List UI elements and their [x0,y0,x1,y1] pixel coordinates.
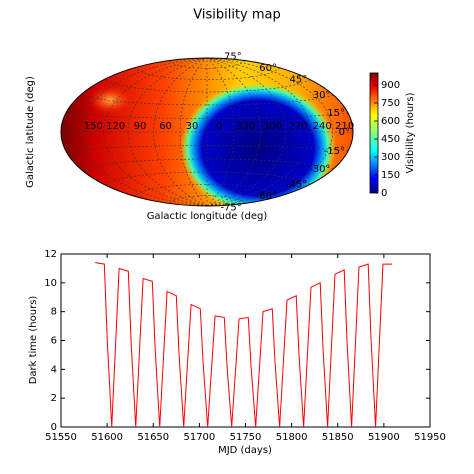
y-tick-label: 4 [51,364,57,375]
y-tick-label: 12 [44,249,57,260]
latitude-label: 30° [313,90,331,101]
map-border [60,57,354,207]
colorbar-tick-label: 0 [381,188,387,199]
parallel [68,112,349,119]
graticule [63,57,353,207]
latitude-label: -30° [309,164,330,175]
latitude-label: 60° [259,63,277,74]
map-y-label: Galactic latitude (deg) [25,76,36,188]
parallel [68,145,349,152]
colorbar-tick-label: 450 [381,134,400,145]
x-tick-label: 51700 [183,432,215,443]
x-tick-label: 51850 [322,432,354,443]
meridian [206,57,287,207]
meridian [206,57,311,207]
latitude-label: -15° [324,146,345,157]
longitude-label: 60 [159,121,172,132]
longitude-label: 90 [134,121,147,132]
colorbar-label: Visibility (hours) [405,92,416,173]
map-x-label: Galactic longitude (deg) [147,211,268,222]
x-tick-label: 51750 [230,432,262,443]
latitude-label: 75° [224,52,242,63]
longitude-label: 270 [288,121,307,132]
colorbar-tick-label: 900 [381,80,400,91]
line-series [95,262,393,428]
meridian [80,57,208,207]
y-tick-label: 2 [51,393,57,404]
longitude-label: 240 [313,121,332,132]
y-axis-label: Dark time (hours) [28,296,39,385]
longitude-label: 120 [106,121,125,132]
x-tick-label: 51800 [276,432,308,443]
x-axis-label: MJD (days) [218,445,272,456]
colorbar-tick-label: 300 [381,152,400,163]
map-title: Visibility map [193,8,281,23]
colorbar-tick-label: 600 [381,116,400,127]
longitude-label: 30 [186,121,199,132]
latitude-label: 0° [339,127,350,138]
longitude-label: 0 [216,121,222,132]
y-tick-label: 0 [51,422,57,433]
latitude-label: -75° [220,202,241,213]
meridian [206,57,235,207]
longitude-label: 300 [263,121,282,132]
parallel [169,195,246,204]
latitude-label: 45° [290,75,308,86]
longitude-label: 210 [335,121,354,132]
parallel [82,94,334,106]
x-tick-label: 51550 [45,432,77,443]
colorbar-tick-label: 150 [381,170,400,181]
longitude-label: 330 [236,121,255,132]
x-tick-label: 51650 [137,432,169,443]
parallel [82,158,334,170]
x-tick-label: 51600 [91,432,123,443]
colorbar-tick-label: 750 [381,98,400,109]
x-tick-label: 51950 [414,432,446,443]
parallel [134,67,281,80]
y-tick-label: 8 [51,307,57,318]
parallel [169,60,246,69]
y-tick-label: 10 [44,278,57,289]
longitude-label: 150 [84,121,103,132]
latitude-label: -60° [256,191,277,202]
parallel [134,184,281,197]
latitude-label: -45° [286,179,307,190]
y-tick-label: 6 [51,336,57,347]
x-tick-label: 51900 [368,432,400,443]
latitude-label: 15° [327,108,345,119]
